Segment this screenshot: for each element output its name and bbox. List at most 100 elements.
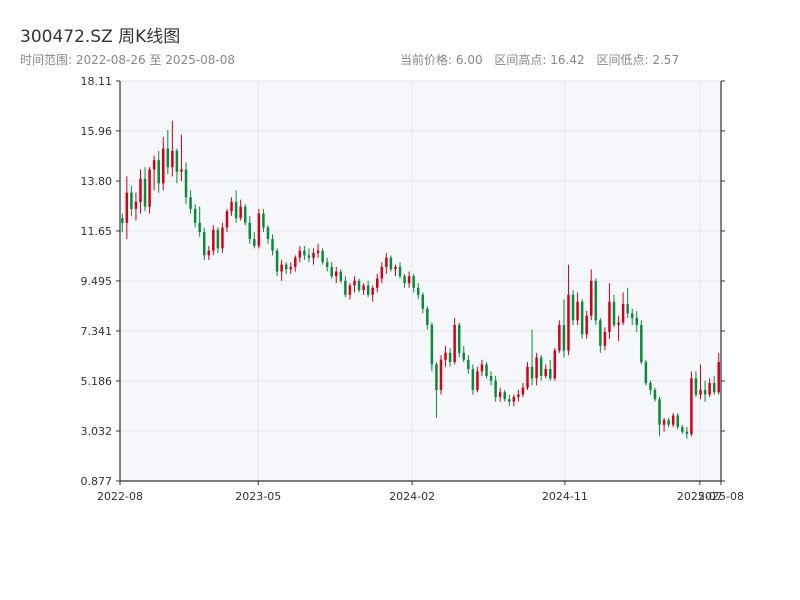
candle-body <box>617 322 620 325</box>
candle-body <box>621 304 625 323</box>
candle <box>576 292 579 325</box>
candle-body <box>694 378 698 395</box>
candle-body <box>294 257 297 267</box>
candle-body <box>303 250 306 256</box>
y-tick-label: 18.11 <box>81 75 113 88</box>
candle <box>621 292 625 325</box>
candle <box>549 359 552 381</box>
candle-body <box>398 266 402 277</box>
candle <box>508 394 511 407</box>
range-high-label: 区间高点: <box>494 53 547 67</box>
candle-body <box>234 201 238 219</box>
price-stats: 当前价格: 6.00 区间高点: 16.42 区间低点: 2.57 <box>400 51 687 68</box>
candle <box>403 273 406 288</box>
candle-body <box>489 376 493 381</box>
candle-body <box>316 250 320 253</box>
candle-body <box>685 431 689 435</box>
candle <box>394 264 397 277</box>
candle-body <box>312 252 315 258</box>
candle-body <box>143 178 147 207</box>
candle <box>307 248 311 263</box>
candle <box>626 287 629 318</box>
candle <box>594 278 598 325</box>
x-tick-label: 2022-08 <box>97 490 143 503</box>
candle <box>330 262 333 279</box>
candle <box>608 283 611 339</box>
candle <box>498 387 502 402</box>
candle <box>462 345 466 363</box>
candle-body <box>225 211 229 228</box>
candle-body <box>521 387 525 395</box>
candle-body <box>184 169 188 198</box>
candle <box>398 262 402 279</box>
candle <box>635 311 639 332</box>
candle <box>344 276 347 298</box>
candle-body <box>198 222 201 233</box>
x-tick-label: 2023-05 <box>235 490 281 503</box>
candle <box>526 362 529 390</box>
candle <box>603 327 607 351</box>
candle <box>489 371 493 386</box>
candle <box>671 413 675 428</box>
candle <box>289 262 292 274</box>
candle <box>580 299 584 339</box>
candle-body <box>517 394 520 397</box>
candle <box>517 389 520 402</box>
candle <box>212 225 215 256</box>
candle-body <box>298 250 302 258</box>
candle-body <box>412 276 415 288</box>
candle-body <box>289 266 292 270</box>
range-high-value: 16.42 <box>550 53 585 67</box>
candle-body <box>421 294 425 309</box>
candle-body <box>717 362 720 393</box>
candle <box>230 197 233 216</box>
candle-body <box>571 294 575 321</box>
range-label: 时间范围: <box>20 53 73 67</box>
candle-body <box>385 257 388 267</box>
candle-body <box>335 271 338 277</box>
candle <box>535 352 538 386</box>
range-low-value: 2.57 <box>652 53 680 67</box>
candle <box>380 262 384 284</box>
candle-body <box>180 169 183 172</box>
candle <box>366 280 370 298</box>
candle <box>152 155 156 191</box>
candle-body <box>339 271 343 281</box>
y-tick-label: 9.495 <box>81 275 113 288</box>
candle <box>439 355 443 395</box>
candle-body <box>626 304 629 314</box>
candle <box>571 290 575 325</box>
candle <box>353 276 356 293</box>
candle-body <box>658 399 661 425</box>
candle <box>630 308 634 325</box>
candle-body <box>166 148 170 168</box>
candle-body <box>476 371 479 390</box>
candle-body <box>580 301 584 335</box>
candle-body <box>535 357 538 379</box>
candle-body <box>371 287 374 295</box>
candle-body <box>630 313 634 318</box>
candle-body <box>453 324 456 363</box>
candle <box>694 371 698 397</box>
candle-body <box>558 324 561 351</box>
candle <box>221 222 224 253</box>
candle <box>162 136 165 191</box>
candle <box>175 148 179 184</box>
candle <box>371 285 374 302</box>
current-price-label: 当前价格: <box>400 53 453 67</box>
range-low-label: 区间低点: <box>596 53 649 67</box>
candle-body <box>699 389 702 395</box>
axes: 0.877 3.032 5.186 7.341 9.495 11.65 13.80 15.96… <box>81 75 744 503</box>
candle <box>239 199 242 221</box>
candle-body <box>667 420 670 425</box>
candle-body <box>553 350 557 379</box>
candle-body <box>576 301 579 321</box>
candle-body <box>544 369 547 377</box>
candle <box>457 322 461 358</box>
candle <box>676 413 679 430</box>
candle-body <box>585 315 588 335</box>
candle-body <box>599 320 602 346</box>
candle <box>494 376 497 402</box>
candle-body <box>344 280 347 295</box>
